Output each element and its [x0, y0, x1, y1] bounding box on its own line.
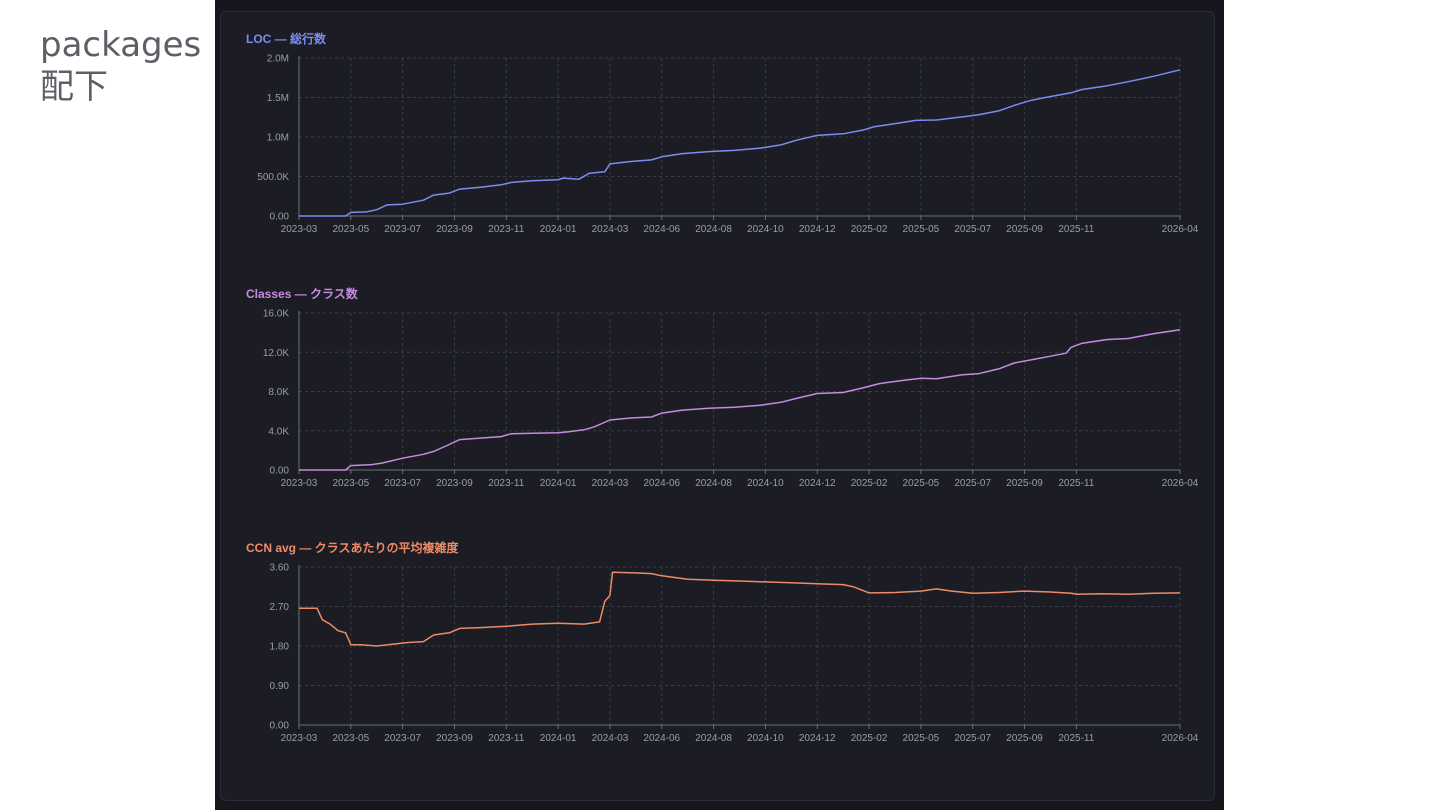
loc-chart: LOC — 総行数 0.00 500.0K 1.0M 1.5M 2.0M 2023-03 20…	[246, 31, 1199, 235]
classes-x-tick-label: 2025-09	[1006, 478, 1043, 489]
ccn-y-tick-label: 0.90	[270, 681, 290, 692]
ccn-x-tick-label: 2025-05	[903, 733, 940, 744]
ccn-x-tick-label: 2025-02	[851, 733, 888, 744]
ccn-x-tick-label: 2026-04	[1162, 733, 1199, 744]
loc-x-tick-label: 2023-07	[384, 224, 421, 235]
ccn-y-tick-label: 0.00	[270, 721, 290, 732]
ccn-y-tick-label: 1.80	[270, 642, 290, 653]
slide-title-line2: 配下	[40, 67, 108, 107]
loc-x-tick-label: 2024-12	[799, 224, 836, 235]
classes-y-tick-label: 4.0K	[268, 426, 289, 437]
slide-title: packages 配下	[40, 24, 210, 108]
loc-x-tick-label: 2026-04	[1162, 224, 1199, 235]
ccn-x-tick-label: 2023-05	[332, 733, 369, 744]
loc-x-tick-label: 2024-01	[540, 224, 577, 235]
slide-title-line1: packages	[40, 25, 202, 65]
classes-x-tick-label: 2023-11	[488, 478, 524, 489]
ccn-x-tick-label: 2023-07	[384, 733, 421, 744]
ccn-y-tick-label: 3.60	[270, 563, 290, 574]
classes-chart: Classes — クラス数 0.00 4.0K 8.0K 12.0K 16.0K 2023…	[246, 286, 1199, 489]
loc-x-tick-label: 2024-03	[592, 224, 629, 235]
ccn-x-tick-label: 2025-07	[954, 733, 991, 744]
ccn-series-line	[299, 571, 1181, 647]
classes-x-tick-label: 2026-04	[1162, 478, 1199, 489]
loc-y-tick-label: 1.0M	[267, 133, 289, 144]
loc-y-tick-label: 500.0K	[257, 172, 289, 183]
classes-y-tick-label: 12.0K	[263, 348, 289, 359]
loc-x-tick-label: 2025-05	[903, 224, 940, 235]
loc-y-tick-label: 0.00	[270, 212, 290, 223]
loc-chart-title: LOC — 総行数	[246, 31, 327, 46]
ccn-y-tick-label: 2.70	[270, 602, 290, 613]
classes-x-tick-label: 2023-07	[384, 478, 421, 489]
ccn-x-tick-label: 2024-08	[695, 733, 732, 744]
ccn-x-tick-label: 2023-09	[436, 733, 473, 744]
classes-series-line	[299, 328, 1181, 471]
ccn-x-tick-label: 2023-11	[488, 733, 524, 744]
classes-y-tick-label: 16.0K	[263, 309, 289, 320]
classes-x-tick-label: 2024-08	[695, 478, 732, 489]
classes-x-tick-label: 2024-01	[540, 478, 577, 489]
classes-x-tick-label: 2023-05	[332, 478, 369, 489]
classes-x-tick-label: 2023-09	[436, 478, 473, 489]
classes-x-tick-label: 2025-11	[1058, 478, 1094, 489]
classes-y-tick-label: 0.00	[270, 466, 290, 477]
classes-y-tick-label: 8.0K	[268, 387, 289, 398]
loc-x-tick-label: 2024-06	[643, 224, 680, 235]
loc-x-tick-label: 2024-08	[695, 224, 732, 235]
ccn-x-tick-label: 2024-01	[540, 733, 577, 744]
loc-series-line	[299, 69, 1181, 217]
ccn-x-tick-label: 2024-10	[747, 733, 784, 744]
classes-x-tick-label: 2023-03	[281, 478, 318, 489]
loc-x-tick-label: 2024-10	[747, 224, 784, 235]
classes-x-tick-label: 2024-06	[643, 478, 680, 489]
loc-y-tick-label: 1.5M	[267, 93, 289, 104]
classes-x-tick-label: 2025-07	[954, 478, 991, 489]
ccn-chart-title: CCN avg — クラスあたりの平均複雑度	[246, 540, 459, 555]
ccn-x-tick-label: 2024-03	[592, 733, 629, 744]
classes-x-tick-label: 2024-03	[592, 478, 629, 489]
classes-x-tick-label: 2024-12	[799, 478, 836, 489]
classes-x-tick-label: 2025-02	[851, 478, 888, 489]
ccn-x-tick-label: 2025-11	[1058, 733, 1094, 744]
classes-x-tick-label: 2025-05	[903, 478, 940, 489]
ccn-x-tick-label: 2024-06	[643, 733, 680, 744]
ccn-chart: CCN avg — クラスあたりの平均複雑度 0.00 0.90 1.80 2.70 3.…	[246, 540, 1199, 744]
loc-x-tick-label: 2025-02	[851, 224, 888, 235]
ccn-x-tick-label: 2025-09	[1006, 733, 1043, 744]
loc-x-tick-label: 2023-03	[281, 224, 318, 235]
classes-chart-title: Classes — クラス数	[246, 286, 359, 301]
loc-x-tick-label: 2023-05	[332, 224, 369, 235]
loc-x-tick-label: 2025-07	[954, 224, 991, 235]
loc-x-tick-label: 2023-11	[488, 224, 524, 235]
loc-x-tick-label: 2025-09	[1006, 224, 1043, 235]
ccn-x-tick-label: 2023-03	[281, 733, 318, 744]
classes-x-tick-label: 2024-10	[747, 478, 784, 489]
ccn-x-tick-label: 2024-12	[799, 733, 836, 744]
loc-x-tick-label: 2023-09	[436, 224, 473, 235]
charts-area: LOC — 総行数 0.00 500.0K 1.0M 1.5M 2.0M 2023-03 20…	[246, 31, 1199, 744]
loc-y-tick-label: 2.0M	[267, 54, 289, 65]
loc-x-tick-label: 2025-11	[1058, 224, 1094, 235]
metrics-card	[220, 11, 1215, 801]
